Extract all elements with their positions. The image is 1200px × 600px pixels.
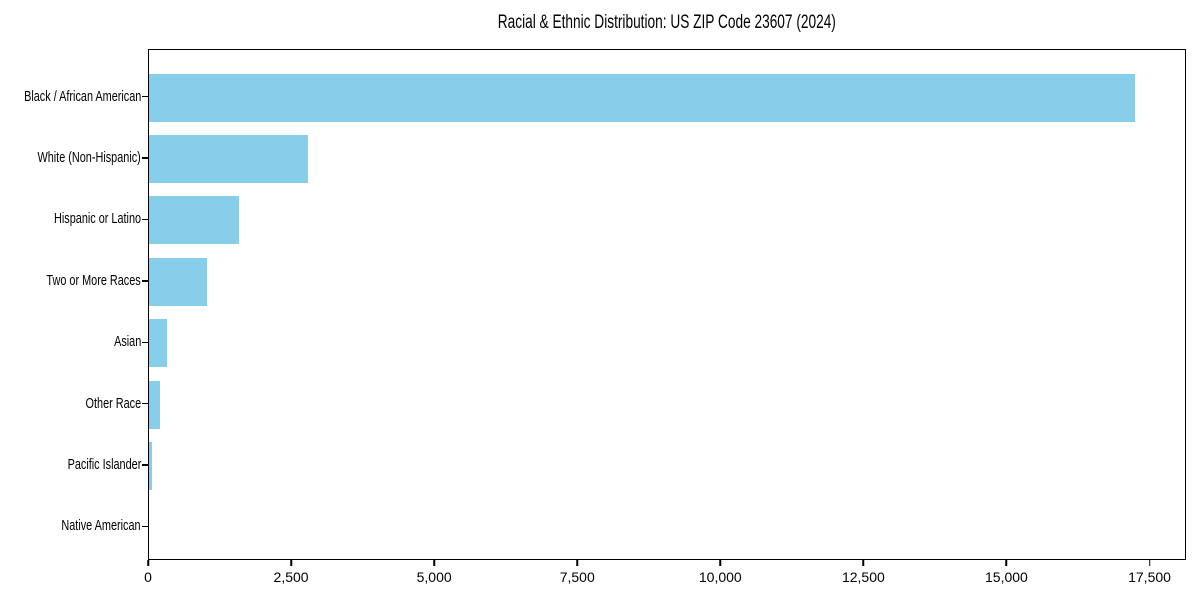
y-axis-label-row: Native American [0, 496, 141, 557]
y-tick [142, 157, 148, 159]
bar-row [149, 128, 1185, 189]
bar-row [149, 497, 1185, 558]
x-tick [1005, 560, 1008, 566]
bar-row [149, 190, 1185, 251]
x-tick-label: 17,500 [1128, 569, 1171, 585]
chart-title: Racial & Ethnic Distribution: US ZIP Cod… [148, 12, 1186, 34]
y-axis-label: White (Non-Hispanic) [37, 150, 141, 167]
bar [149, 196, 239, 245]
y-tick [142, 402, 148, 405]
x-tick-label: 2,500 [273, 569, 309, 585]
bar-row [149, 313, 1185, 374]
x-tick [290, 560, 292, 566]
x-axis: 0 2,500 5,000 7,500 10,000 12,500 15,000 17,500 [144, 560, 1185, 600]
x-tick [719, 560, 722, 566]
x-tick [433, 560, 435, 566]
x-tick-label: 5,000 [416, 569, 452, 585]
chart-title-text: Racial & Ethnic Distribution: US ZIP Cod… [497, 12, 837, 33]
bar [149, 380, 160, 429]
x-tick [862, 560, 865, 566]
bar [149, 442, 153, 491]
bar-row [149, 67, 1185, 128]
x-tick-label: 10,000 [698, 569, 742, 585]
x-tick-label: 7,500 [559, 569, 595, 585]
x-tick-label: 12,500 [841, 569, 885, 585]
y-axis-label-row: Other Race [0, 373, 141, 434]
x-tick-label: 15,000 [985, 569, 1028, 585]
y-axis-label: Other Race [85, 395, 141, 412]
y-tick [142, 95, 148, 98]
y-axis-label: Asian [113, 334, 141, 351]
y-tick [142, 218, 148, 221]
y-tick [142, 525, 148, 528]
y-tick [142, 464, 148, 466]
bar [149, 73, 1135, 122]
y-axis-label: Two or More Races [46, 272, 141, 289]
x-tick [576, 560, 578, 566]
y-axis-label: Native American [61, 518, 141, 535]
x-tick [147, 560, 149, 566]
y-axis-label-row: Asian [0, 312, 141, 373]
y-axis-label-row: Two or More Races [0, 250, 141, 311]
y-tick [142, 280, 148, 282]
y-axis-labels: Black / African American White (Non-Hispa… [0, 49, 141, 560]
x-tick [1148, 560, 1151, 566]
plot-area [148, 49, 1186, 560]
bar [149, 135, 308, 184]
y-axis-label-row: Pacific Islander [0, 434, 141, 495]
y-axis-label-row: White (Non-Hispanic) [0, 127, 141, 188]
bars-container [149, 50, 1185, 559]
y-tick [142, 341, 148, 344]
bar-row [149, 374, 1185, 435]
y-axis-label-row: Hispanic or Latino [0, 189, 141, 250]
bar [149, 319, 168, 368]
y-axis-label: Hispanic or Latino [53, 211, 141, 228]
y-axis-label: Black / African American [23, 88, 141, 105]
bar-row [149, 251, 1185, 312]
y-axis-label-row: Black / African American [0, 66, 141, 127]
y-axis-label: Pacific Islander [67, 457, 141, 474]
x-tick-label: 0 [144, 569, 152, 585]
bar [149, 257, 208, 306]
bar-row [149, 435, 1185, 496]
